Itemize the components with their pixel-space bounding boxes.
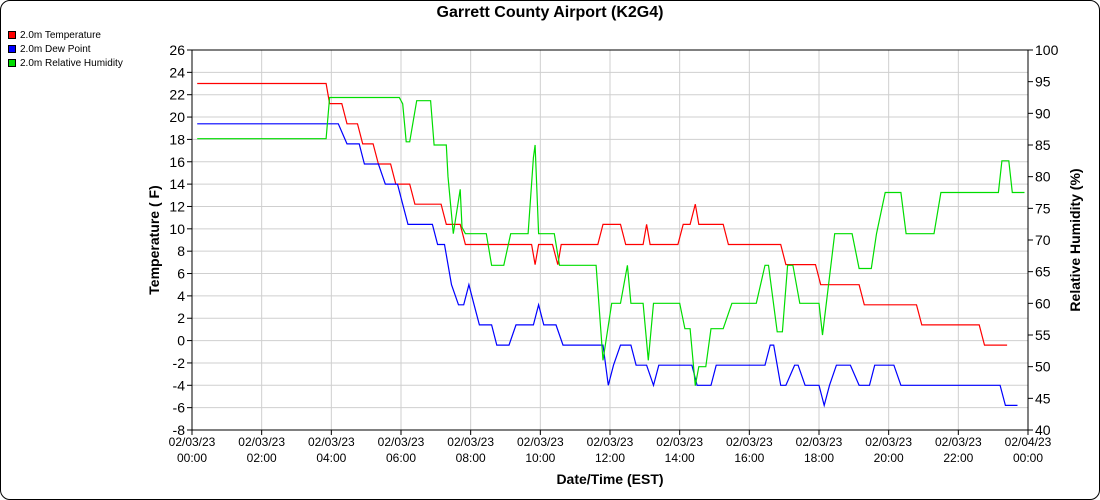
y2-tick-label: 50 bbox=[1035, 359, 1051, 375]
dew-point-line bbox=[197, 123, 1018, 408]
legend-label-dew-point: 2.0m Dew Point bbox=[20, 43, 91, 55]
y2-tick-label: 60 bbox=[1035, 295, 1051, 311]
x-tick-date-label: 02/03/23 bbox=[378, 435, 425, 449]
temperature-line bbox=[197, 82, 1008, 346]
x-tick-time-label: 04:00 bbox=[316, 451, 346, 465]
y-tick-label: 22 bbox=[169, 87, 185, 103]
x-tick-date-label: 02/03/23 bbox=[865, 435, 912, 449]
y-tick-label: 6 bbox=[177, 266, 185, 282]
x-tick-time-label: 20:00 bbox=[874, 451, 904, 465]
y-tick-label: 12 bbox=[169, 198, 185, 214]
y2-tick-label: 55 bbox=[1035, 327, 1051, 343]
y2-tick-label: 75 bbox=[1035, 200, 1051, 216]
x-tick-date-label: 02/03/23 bbox=[238, 435, 285, 449]
y-tick-label: 2 bbox=[177, 310, 185, 326]
y-tick-label: -6 bbox=[173, 400, 186, 416]
x-tick-date-label: 02/03/23 bbox=[656, 435, 703, 449]
x-tick-date-label: 02/03/23 bbox=[308, 435, 355, 449]
y2-tick-label: 85 bbox=[1035, 137, 1051, 153]
y2-axis-label: Relative Humidity (%) bbox=[1067, 168, 1083, 311]
y-tick-label: -4 bbox=[173, 377, 186, 393]
y-tick-label: 26 bbox=[169, 42, 185, 58]
x-tick-date-label: 02/04/23 bbox=[1005, 435, 1052, 449]
x-tick-date-label: 02/03/23 bbox=[587, 435, 634, 449]
y2-tick-label: 80 bbox=[1035, 169, 1051, 185]
x-tick-date-label: 02/03/23 bbox=[726, 435, 773, 449]
y2-axis-ticks: 100 95 90 85 80 75 70 65 60 55 50 45 40 bbox=[1028, 42, 1059, 438]
y-tick-label: 10 bbox=[169, 221, 185, 237]
y-axis-label: Temperature ( F) bbox=[146, 185, 162, 294]
grid-lines bbox=[191, 49, 1029, 431]
legend-item-relative-humidity: 2.0m Relative Humidity bbox=[8, 56, 123, 70]
legend-item-dew-point: 2.0m Dew Point bbox=[8, 42, 123, 56]
x-tick-time-label: 00:00 bbox=[177, 451, 207, 465]
series-layer bbox=[197, 82, 1025, 408]
y-tick-label: 14 bbox=[169, 176, 185, 192]
y2-tick-label: 90 bbox=[1035, 105, 1051, 121]
y2-tick-label: 40 bbox=[1035, 422, 1051, 438]
x-tick-time-label: 14:00 bbox=[665, 451, 695, 465]
y2-tick-label: 65 bbox=[1035, 264, 1051, 280]
y-tick-label: 0 bbox=[177, 333, 185, 349]
y2-tick-label: 100 bbox=[1035, 42, 1059, 58]
y-tick-label: 4 bbox=[177, 288, 185, 304]
y-tick-label: 20 bbox=[169, 109, 185, 125]
legend-swatch-temperature bbox=[8, 31, 16, 39]
x-tick-date-label: 02/03/23 bbox=[935, 435, 982, 449]
x-tick-time-label: 18:00 bbox=[804, 451, 834, 465]
legend-item-temperature: 2.0m Temperature bbox=[8, 28, 123, 42]
x-tick-time-label: 08:00 bbox=[456, 451, 486, 465]
y-tick-label: 8 bbox=[177, 243, 185, 259]
x-tick-time-label: 02:00 bbox=[247, 451, 277, 465]
legend: 2.0m Temperature 2.0m Dew Point 2.0m Rel… bbox=[8, 28, 123, 70]
y-tick-label: 16 bbox=[169, 154, 185, 170]
x-axis-ticks: 02/03/23 00:00 02/03/23 02:00 02/03/23 04:00 0… bbox=[169, 430, 1052, 465]
x-tick-date-label: 02/03/23 bbox=[169, 435, 216, 449]
x-tick-time-label: 12:00 bbox=[595, 451, 625, 465]
y-tick-label: 24 bbox=[169, 64, 185, 80]
legend-label-relative-humidity: 2.0m Relative Humidity bbox=[20, 57, 123, 69]
x-tick-time-label: 00:00 bbox=[1013, 451, 1043, 465]
legend-label-temperature: 2.0m Temperature bbox=[20, 29, 101, 41]
x-tick-date-label: 02/03/23 bbox=[517, 435, 564, 449]
legend-swatch-relative-humidity bbox=[8, 59, 16, 67]
y2-tick-label: 95 bbox=[1035, 74, 1051, 90]
x-axis-label: Date/Time (EST) bbox=[556, 471, 663, 487]
y2-tick-label: 70 bbox=[1035, 232, 1051, 248]
y-tick-label: -8 bbox=[173, 422, 186, 438]
relative-humidity-line bbox=[197, 96, 1025, 386]
x-tick-time-label: 22:00 bbox=[943, 451, 973, 465]
y2-tick-label: 45 bbox=[1035, 390, 1051, 406]
x-tick-date-label: 02/03/23 bbox=[796, 435, 843, 449]
legend-swatch-dew-point bbox=[8, 45, 16, 53]
x-tick-time-label: 06:00 bbox=[386, 451, 416, 465]
x-tick-date-label: 02/03/23 bbox=[447, 435, 494, 449]
x-tick-time-label: 10:00 bbox=[525, 451, 555, 465]
y-tick-label: 18 bbox=[169, 131, 185, 147]
chart-title: Garrett County Airport (K2G4) bbox=[436, 4, 664, 21]
x-tick-time-label: 16:00 bbox=[734, 451, 764, 465]
y-tick-label: -2 bbox=[173, 355, 186, 371]
